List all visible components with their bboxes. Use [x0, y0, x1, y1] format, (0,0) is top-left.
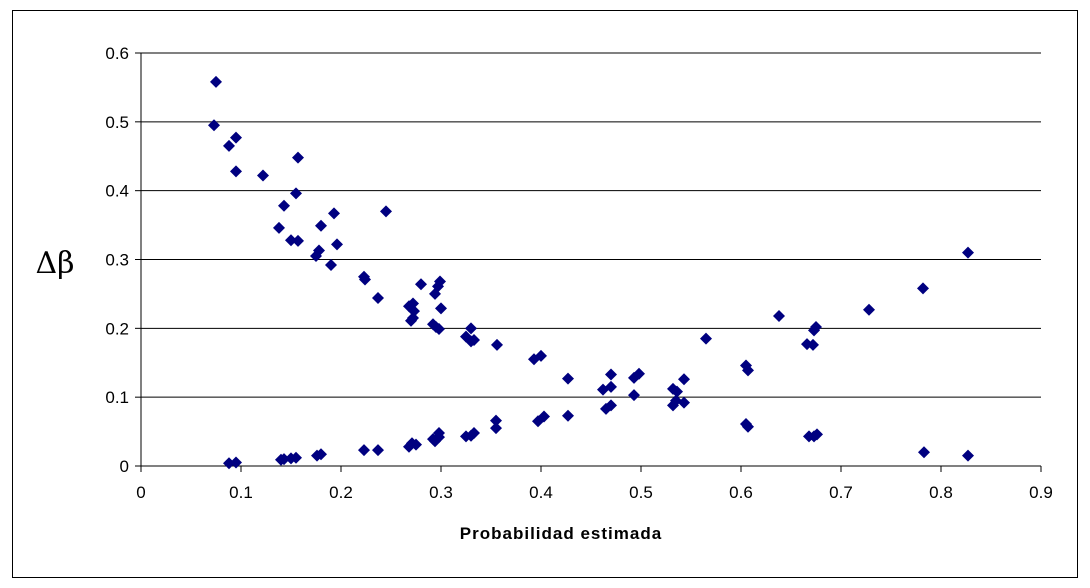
- data-point: [372, 444, 384, 457]
- data-point: [257, 169, 269, 182]
- data-point: [310, 250, 322, 263]
- scatter-chart: 00.10.20.30.40.50.6 0 0.1 0.2 0.3 0.4 0.5 0.6 0…: [35, 44, 1053, 543]
- y-tick-labels: 0 0.1 0.2 0.3 0.4 0.5 0.6: [105, 44, 129, 476]
- data-point: [918, 446, 930, 459]
- data-point: [285, 234, 297, 247]
- y-tick-label: 0.3: [105, 251, 129, 270]
- data-point: [429, 287, 441, 300]
- y-tick-label: 0.4: [105, 182, 129, 201]
- data-point: [275, 453, 287, 466]
- data-point: [807, 338, 819, 351]
- data-point: [597, 383, 609, 396]
- x-tick-label: 0.9: [1029, 483, 1053, 502]
- data-point: [490, 414, 502, 427]
- data-point: [465, 322, 477, 335]
- data-point: [285, 452, 297, 465]
- data-point: [562, 372, 574, 385]
- data-point: [290, 187, 302, 200]
- data-point: [667, 399, 679, 412]
- data-point: [600, 402, 612, 415]
- data-point: [773, 309, 785, 322]
- data-point: [562, 409, 574, 422]
- data-point: [605, 368, 617, 381]
- data-point: [415, 278, 427, 291]
- data-point: [811, 428, 823, 441]
- data-point: [917, 282, 929, 295]
- data-point: [230, 131, 242, 144]
- data-point: [962, 246, 974, 259]
- data-point: [678, 373, 690, 386]
- data-point: [273, 221, 285, 234]
- x-tick-label: 0.7: [829, 483, 853, 502]
- data-point: [405, 314, 417, 327]
- data-point: [700, 332, 712, 345]
- data-point: [742, 364, 754, 377]
- data-point: [223, 457, 235, 470]
- data-point: [671, 385, 683, 398]
- data-point: [230, 456, 242, 469]
- data-point: [628, 389, 640, 402]
- data-point: [223, 139, 235, 152]
- y-tick-label: 0: [120, 457, 129, 476]
- data-point: [532, 415, 544, 428]
- chart-frame: 0 0.1 0.2 0.3 0.4 0.5 0.6 0 0.1 0.2 0.3 0.4 0.5 0.6 0…: [12, 10, 1078, 578]
- data-point: [962, 449, 974, 462]
- data-point: [433, 323, 445, 336]
- grid-lines: [141, 52, 1041, 398]
- data-point: [331, 238, 343, 251]
- data-point: [292, 234, 304, 247]
- data-point: [491, 338, 503, 351]
- data-point: [359, 273, 371, 286]
- x-tick-labels: 0 0.1 0.2 0.3 0.4 0.5 0.6 0.7 0.8 0.9: [136, 483, 1053, 502]
- data-point: [358, 444, 370, 457]
- axes: [135, 52, 1042, 472]
- data-point: [380, 205, 392, 218]
- data-point: [465, 429, 477, 442]
- x-tick-label: 0.8: [929, 483, 953, 502]
- data-point: [490, 422, 502, 435]
- y-tick-label: 0.1: [105, 388, 129, 407]
- y-tick-label: 0.2: [105, 319, 129, 338]
- data-point: [208, 119, 220, 132]
- x-axis-label: Probabilidad estimada: [460, 524, 662, 543]
- x-tick-label: 0.1: [229, 483, 253, 502]
- data-point: [678, 396, 690, 409]
- x-tick-label: 0.2: [329, 483, 353, 502]
- x-tick-label: 0.4: [529, 483, 553, 502]
- data-point: [403, 440, 415, 453]
- data-point: [372, 292, 384, 305]
- y-tick-label: 0.5: [105, 113, 129, 132]
- data-point: [311, 449, 323, 462]
- x-tick-label: 0: [136, 483, 145, 502]
- y-tick-label: 0.6: [105, 44, 129, 63]
- y-axis-label: Δβ: [35, 246, 74, 281]
- x-tick-label: 0.6: [729, 483, 753, 502]
- data-point: [210, 75, 222, 88]
- data-point: [863, 303, 875, 316]
- data-point: [808, 324, 820, 337]
- data-point: [315, 219, 327, 232]
- x-tick-label: 0.3: [429, 483, 453, 502]
- data-point: [278, 199, 290, 212]
- data-point: [429, 435, 441, 448]
- data-points: [208, 75, 974, 470]
- data-point: [292, 151, 304, 164]
- data-point: [628, 371, 640, 384]
- x-tick-label: 0.5: [629, 483, 653, 502]
- data-point: [230, 165, 242, 178]
- data-point: [465, 335, 477, 348]
- data-point: [325, 259, 337, 272]
- data-point: [528, 353, 540, 366]
- data-point: [742, 420, 754, 433]
- data-point: [435, 302, 447, 315]
- data-point: [328, 207, 340, 220]
